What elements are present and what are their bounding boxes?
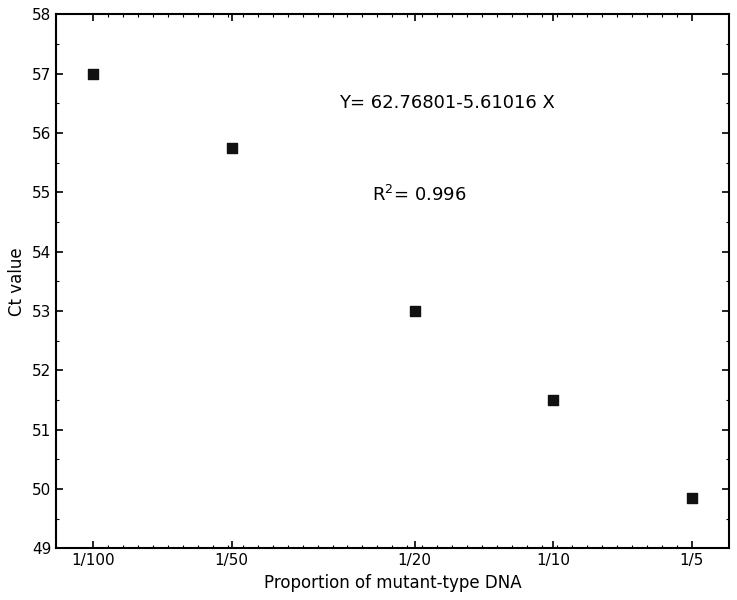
Y-axis label: Ct value: Ct value — [8, 247, 27, 316]
Point — [548, 395, 559, 405]
X-axis label: Proportion of mutant-type DNA: Proportion of mutant-type DNA — [264, 574, 521, 592]
Text: R$^2$= 0.996: R$^2$= 0.996 — [372, 185, 467, 205]
Point — [686, 493, 698, 503]
Point — [409, 306, 421, 316]
Text: Y= 62.76801-5.61016 X: Y= 62.76801-5.61016 X — [338, 94, 554, 112]
Point — [226, 143, 237, 152]
Point — [87, 69, 99, 79]
